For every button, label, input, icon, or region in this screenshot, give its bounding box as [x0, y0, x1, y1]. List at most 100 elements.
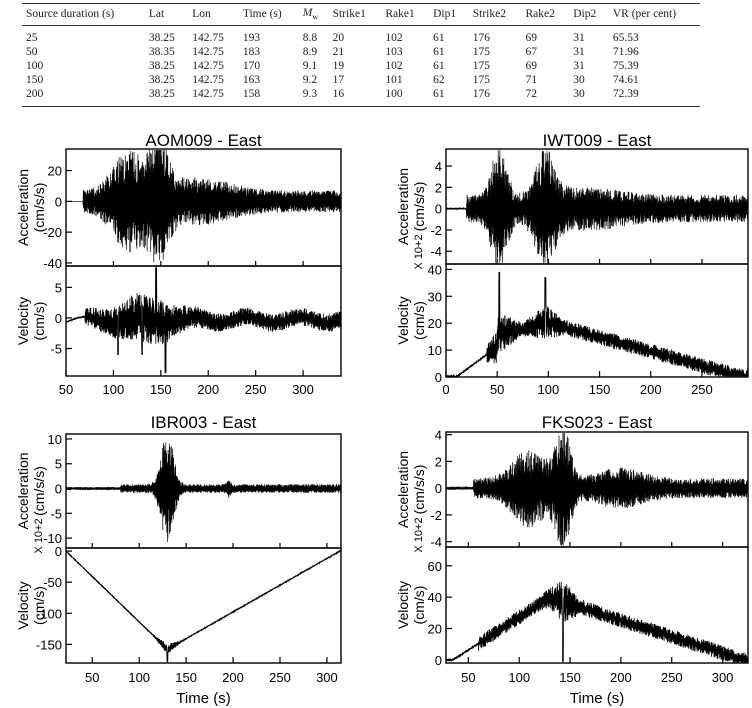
- y-tick-label: 20: [48, 164, 62, 179]
- table-cell: 142.75: [192, 60, 224, 73]
- y-tick-label: 40: [428, 590, 442, 605]
- x-tick-label: 200: [610, 670, 632, 685]
- y-tick-label: 0: [435, 481, 442, 496]
- table-cell: 8.8: [302, 32, 318, 45]
- table-cell: 61: [433, 32, 445, 45]
- x-tick-label: 300: [316, 670, 338, 685]
- panel-title: FKS023 - East: [542, 413, 653, 432]
- x-tick-label: 250: [269, 670, 291, 685]
- y-tick-label: -50: [43, 575, 62, 590]
- table-cell: 102: [385, 60, 403, 73]
- table-cell: 163: [242, 74, 261, 87]
- col-rake1: Rake1: [381, 2, 430, 27]
- y-tick-label: -5: [50, 342, 62, 357]
- col-time: Time (s): [238, 2, 299, 27]
- acceleration-ylabel: Acceleration(cm/s/s): [395, 451, 427, 528]
- y-tick-label: 2: [435, 180, 442, 195]
- col-strike1: Strike1: [328, 2, 382, 27]
- y-tick-label: -150: [36, 637, 62, 652]
- y-tick-label: 4: [435, 428, 442, 443]
- table-cell: 183: [242, 46, 261, 59]
- table-cell: 8.9: [302, 46, 318, 59]
- table-cell: 31: [573, 32, 585, 45]
- acceleration-ylabel-line2: (cm/s/s): [31, 466, 47, 516]
- table-cell: 69: [525, 60, 537, 73]
- table-row: 200 38.25 142.75 158 9.3 16 100 61 176 72 30 72.39: [22, 87, 700, 108]
- table-cell: 21: [332, 46, 345, 59]
- col-dip2: Dip2: [569, 2, 609, 27]
- x-tick-label: 200: [640, 382, 662, 397]
- y-tick-label: 0: [55, 544, 62, 559]
- table-cell: 142.75: [192, 32, 224, 45]
- table-cell: 38.35: [148, 46, 175, 59]
- table-row: 50 38.35 142.75 183 8.9 21 103 61 175 67 31 71.96: [22, 45, 700, 59]
- x-tick-label: 150: [150, 382, 172, 397]
- table-cell: 75.39: [612, 60, 639, 73]
- table-cell: 175: [472, 46, 490, 59]
- y-tick-label: -5: [50, 506, 62, 521]
- acceleration-trace: [66, 149, 342, 263]
- table-cell: 176: [468, 87, 522, 108]
- table-cell: 19: [332, 60, 345, 73]
- x-tick-label: 250: [245, 382, 267, 397]
- acceleration-ylabel-line1: Acceleration: [15, 169, 31, 246]
- table-cell: 175: [472, 74, 490, 87]
- x-tick-label: 300: [712, 670, 734, 685]
- table-cell: 100: [381, 87, 430, 108]
- x-axis-label: Time (s): [570, 690, 624, 707]
- y-tick-label: 0: [55, 311, 62, 326]
- x-tick-label: 100: [103, 382, 125, 397]
- x-tick-label: 200: [197, 382, 219, 397]
- table-cell: 50: [26, 46, 38, 59]
- table-cell: 101: [385, 74, 403, 87]
- col-lat: Lat: [144, 2, 189, 27]
- y-tick-label: 0: [55, 482, 62, 497]
- x-tick-label: 50: [461, 670, 475, 685]
- panel-title: AOM009 - East: [145, 131, 261, 150]
- table-header-row: Source duration (s) Lat Lon Time (s) Mw …: [22, 2, 700, 27]
- scale-note: X 10+2: [413, 517, 425, 552]
- table-cell: 102: [385, 32, 403, 45]
- inversion-results-table: Source duration (s) Lat Lon Time (s) Mw …: [22, 2, 700, 108]
- velocity-trace: [445, 581, 749, 663]
- y-tick-label: 4: [435, 159, 442, 174]
- x-axis-label: Time (s): [176, 690, 230, 707]
- velocity-ylabel: Velocity(cm/s): [395, 296, 427, 344]
- x-tick-label: 300: [292, 382, 314, 397]
- x-tick-label: 0: [442, 382, 449, 397]
- velocity-ylabel-line2: (cm/s): [411, 301, 427, 340]
- x-tick-label: 100: [128, 670, 150, 685]
- velocity-ylabel-line1: Velocity: [15, 581, 31, 629]
- y-tick-label: 10: [428, 343, 442, 358]
- y-tick-label: 0: [435, 370, 442, 385]
- x-tick-label: 200: [222, 670, 244, 685]
- table-cell: 9.2: [302, 74, 318, 87]
- table-cell: 142.75: [192, 74, 224, 87]
- velocity-ylabel-line1: Velocity: [395, 581, 411, 629]
- velocity-trace: [445, 271, 749, 378]
- acceleration-ylabel-line2: (cm/s/s): [411, 465, 427, 515]
- acceleration-trace: [65, 442, 342, 543]
- x-tick-label: 150: [175, 670, 197, 685]
- table-cell: 38.25: [148, 32, 175, 45]
- x-tick-label: 150: [559, 670, 581, 685]
- col-lon: Lon: [188, 2, 239, 27]
- y-tick-label: -4: [430, 535, 442, 550]
- table-cell: 61: [429, 87, 469, 108]
- panel-title: IWT009 - East: [543, 131, 652, 150]
- scale-note: X 10+2: [413, 234, 425, 269]
- col-vr: VR (per cent): [608, 2, 700, 27]
- acceleration-ylabel-line2: (cm/s/s): [31, 183, 47, 233]
- x-tick-label: 250: [661, 670, 683, 685]
- y-tick-label: 0: [55, 194, 62, 209]
- table-cell: 9.3: [298, 87, 329, 108]
- col-mw: Mw: [298, 2, 329, 27]
- acceleration-ylabel: Acceleration(cm/s/s): [15, 169, 47, 246]
- x-tick-label: 150: [589, 382, 611, 397]
- velocity-ylabel-line2: (cm/s): [31, 586, 47, 625]
- table-cell: 17: [332, 74, 345, 87]
- scale-note: X 10+2: [33, 518, 45, 553]
- table-cell: 103: [385, 46, 403, 59]
